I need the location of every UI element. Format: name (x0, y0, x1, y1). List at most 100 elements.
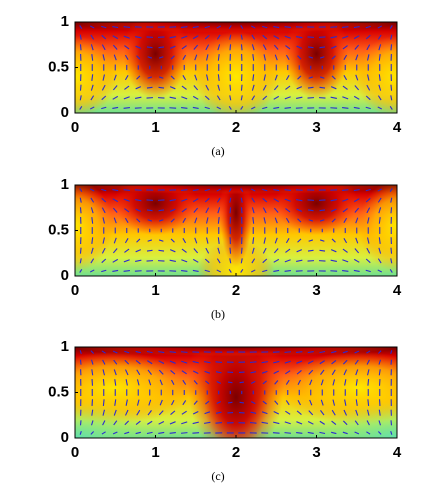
vector-arrow (112, 198, 119, 203)
vector-arrow (284, 26, 291, 28)
vector-arrow (355, 409, 359, 416)
vector-arrow (250, 401, 256, 405)
vector-arrow (217, 74, 220, 81)
vector-arrow (342, 270, 349, 272)
vector-arrow (217, 207, 221, 214)
vector-arrow (135, 86, 142, 90)
vector-arrow (367, 74, 370, 81)
vector-arrow (123, 189, 130, 191)
vector-arrow (79, 247, 82, 254)
vector-arrow (170, 238, 175, 243)
vector-arrow (181, 26, 188, 28)
vector-arrow (284, 198, 291, 202)
vector-arrow (146, 86, 153, 89)
vector-arrow (181, 85, 187, 90)
vector-arrow (284, 421, 291, 425)
vector-arrow (181, 270, 188, 272)
vector-arrow (285, 217, 290, 223)
vector-arrow (308, 76, 314, 79)
vector-arrow (79, 258, 82, 264)
vector-arrow (180, 432, 188, 434)
vector-arrow (206, 237, 209, 244)
vector-arrow (181, 45, 187, 50)
vector-arrow (181, 208, 187, 213)
vector-arrow (330, 259, 337, 262)
vector-arrow (113, 359, 118, 365)
vector-arrow (158, 369, 164, 375)
vector-arrow (205, 44, 210, 51)
vector-arrow (319, 420, 325, 425)
vector-arrow (136, 369, 141, 376)
vector-arrow (331, 369, 336, 376)
vector-arrow (90, 207, 94, 214)
vector-arrow (390, 95, 393, 101)
vector-arrow (377, 431, 382, 435)
vector-arrow (194, 54, 198, 61)
vector-arrow (390, 84, 393, 91)
vector-arrow (249, 421, 257, 424)
y-tick-label: 0 (61, 104, 69, 121)
vector-arrow (240, 44, 243, 51)
vector-arrow (240, 197, 243, 203)
vector-arrow (273, 35, 280, 40)
vector-arrow (274, 380, 279, 385)
vector-arrow (112, 431, 118, 435)
vector-arrow (240, 207, 243, 214)
vector-arrow (378, 207, 382, 214)
vector-arrow (355, 369, 359, 376)
caption: (c) (211, 469, 224, 483)
vector-arrow (297, 55, 302, 60)
vector-arrow (113, 74, 117, 81)
field-blob (316, 401, 397, 438)
vector-arrow (228, 401, 233, 404)
vector-arrow (343, 217, 348, 223)
vector-arrow (112, 269, 119, 272)
vector-arrow (169, 432, 176, 434)
vector-arrow (158, 431, 165, 434)
vector-arrow (342, 208, 348, 213)
vector-arrow (147, 410, 152, 416)
vector-arrow (354, 350, 360, 354)
vector-arrow (252, 54, 255, 61)
vector-arrow (205, 207, 210, 214)
vector-arrow (261, 361, 268, 364)
vector-arrow (113, 369, 117, 376)
vector-arrow (135, 96, 142, 99)
x-tick-label: 0 (71, 282, 79, 299)
field (75, 185, 397, 276)
vector-arrow (136, 399, 140, 406)
vector-arrow (135, 259, 142, 262)
vector-arrow (307, 209, 314, 212)
vector-arrow (308, 219, 314, 222)
vector-arrow (262, 25, 268, 29)
vector-arrow (367, 409, 370, 416)
vector-arrow (194, 237, 198, 244)
vector-arrow (216, 188, 221, 192)
vector-arrow (215, 411, 222, 414)
vector-arrow (112, 207, 118, 213)
y-tick-label: 1 (61, 176, 69, 193)
vector-arrow (367, 399, 370, 406)
vector-arrow (285, 400, 290, 406)
vector-arrow (123, 270, 130, 272)
vector-arrow (355, 379, 358, 386)
vector-arrow (79, 431, 82, 435)
vector-arrow (332, 379, 336, 386)
vector-arrow (124, 85, 130, 90)
vector-arrow (378, 409, 381, 416)
vector-arrow (377, 258, 382, 264)
vector-arrow (285, 208, 291, 213)
vector-arrow (365, 188, 371, 192)
vector-arrow (365, 269, 371, 273)
vector-arrow (353, 35, 360, 40)
vector-arrow (229, 258, 232, 264)
vector-arrow (112, 106, 119, 109)
vector-arrow (354, 207, 360, 213)
vector-arrow (342, 431, 348, 435)
vector-arrow (228, 269, 232, 273)
vector-arrow (273, 421, 280, 425)
vector-arrow (240, 84, 243, 91)
vector-arrow (124, 431, 130, 435)
vector-arrow (204, 370, 211, 374)
vector-arrow (123, 35, 130, 39)
